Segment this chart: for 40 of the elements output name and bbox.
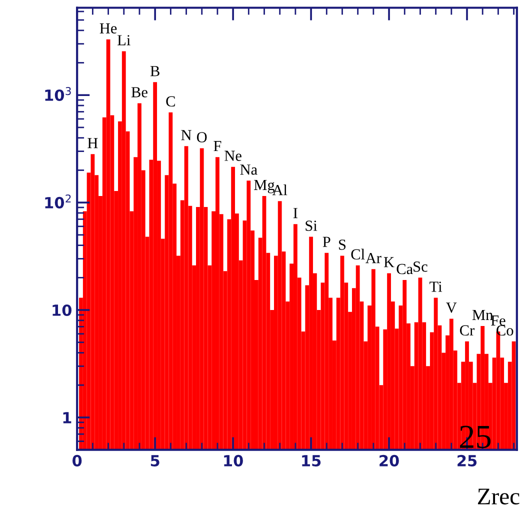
annotation: Ne: [224, 150, 242, 161]
x-tick-label: 5: [150, 455, 160, 466]
annotation: Sc: [414, 262, 428, 272]
annotation: B: [150, 66, 160, 76]
x-tick-label: 15: [302, 455, 321, 466]
annotation: I: [293, 208, 298, 218]
annotation: S: [339, 240, 346, 250]
x-tick-label: 25: [458, 454, 477, 466]
annotation: Na: [240, 164, 258, 175]
annotation: Mg: [254, 180, 275, 194]
annotation: Cl: [351, 248, 365, 260]
annotation: Ca: [396, 264, 413, 274]
x-axis-title: Zrec: [478, 488, 520, 504]
annotation: Ar: [366, 253, 382, 264]
annotation: C: [166, 96, 175, 107]
annotation: V: [446, 302, 457, 313]
annotation: He: [100, 23, 117, 34]
annotation: N: [181, 130, 192, 140]
annotation: F: [214, 141, 222, 152]
annotation: H: [88, 138, 98, 148]
y-tick-label: 10: [52, 304, 72, 316]
y-tick-label: 10$^{2}$: [45, 194, 71, 208]
x-tick-label: 20: [380, 454, 399, 466]
x-tick-label: 0: [72, 454, 82, 466]
annotation: Co: [496, 325, 514, 336]
annotation: Ti: [430, 282, 442, 292]
annotation: K: [384, 257, 394, 268]
annotation: Fe: [490, 316, 506, 326]
annotation: Al: [272, 184, 288, 196]
annotation: Si: [306, 220, 318, 231]
annotation: Cr: [460, 325, 475, 336]
annotation: O: [196, 132, 207, 142]
annotation: P: [322, 236, 330, 247]
y-tick-label: 10$^{3}$: [45, 87, 71, 102]
y-tick-label: 1: [63, 412, 72, 424]
annotation: Mn: [472, 310, 493, 320]
x-tick-label: 10: [224, 454, 243, 466]
annotation: Be: [131, 87, 148, 98]
annotation: Li: [118, 35, 130, 46]
annotation: 25: [460, 426, 491, 448]
